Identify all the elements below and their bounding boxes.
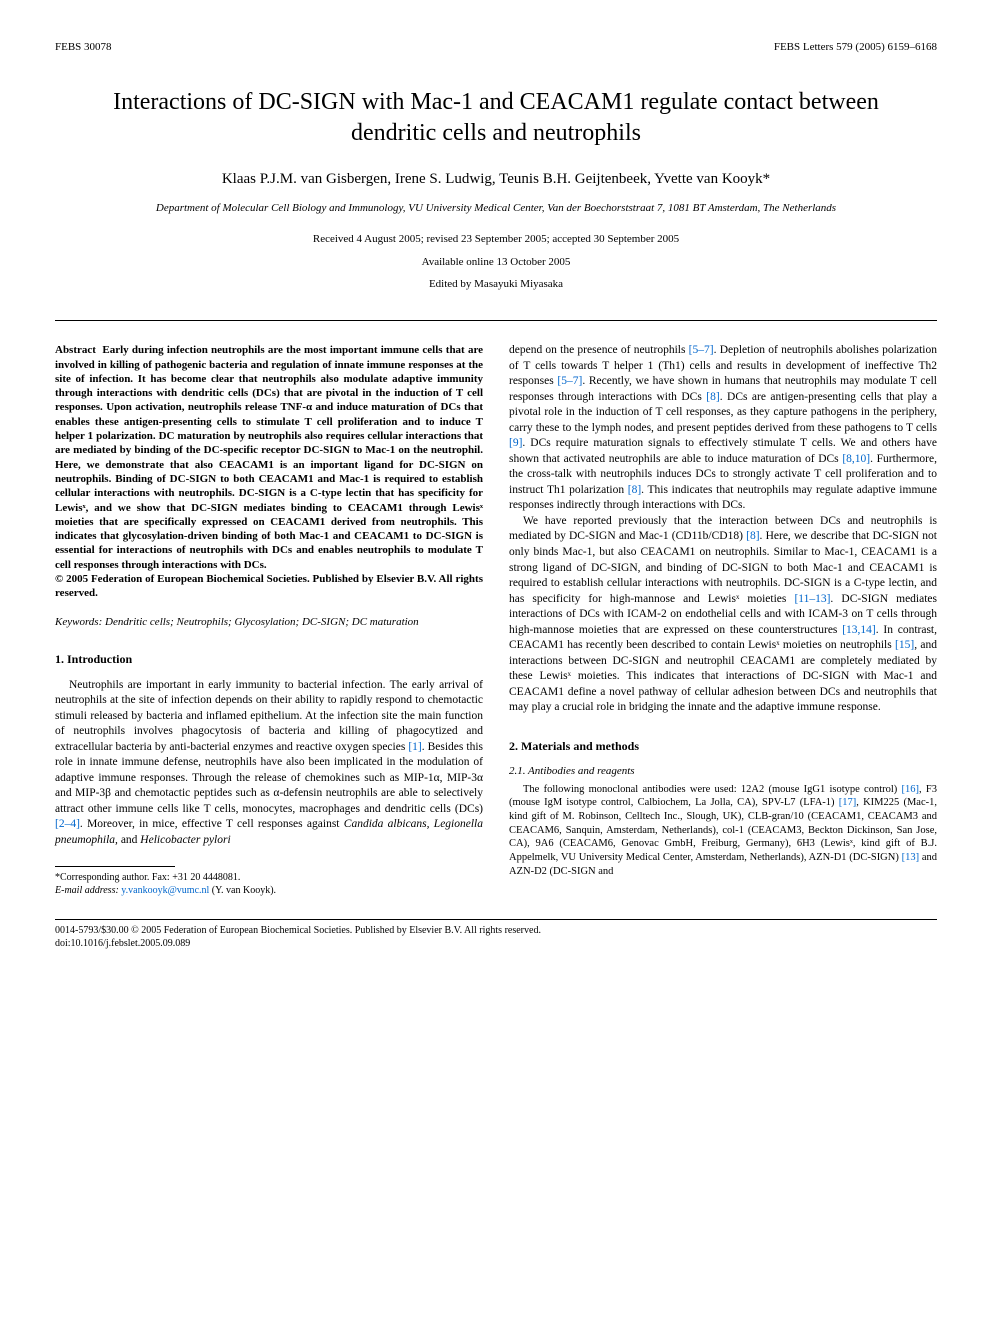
keywords-block: Keywords: Dendritic cells; Neutrophils; … bbox=[55, 615, 483, 630]
ref-link[interactable]: [15] bbox=[895, 639, 914, 651]
ref-link[interactable]: [2–4] bbox=[55, 818, 80, 830]
header-left: FEBS 30078 bbox=[55, 40, 112, 55]
footnote-separator bbox=[55, 866, 175, 867]
authors: Klaas P.J.M. van Gisbergen, Irene S. Lud… bbox=[55, 169, 937, 189]
received-dates: Received 4 August 2005; revised 23 Septe… bbox=[55, 232, 937, 247]
ref-link[interactable]: [8] bbox=[628, 484, 641, 496]
keywords-label: Keywords: bbox=[55, 616, 102, 628]
affiliation: Department of Molecular Cell Biology and… bbox=[55, 201, 937, 215]
abstract-text: Early during infection neutrophils are t… bbox=[55, 344, 483, 570]
ref-link[interactable]: [8] bbox=[746, 530, 759, 542]
available-online: Available online 13 October 2005 bbox=[55, 255, 937, 270]
intro-para2: We have reported previously that the int… bbox=[509, 514, 937, 716]
running-header: FEBS 30078 FEBS Letters 579 (2005) 6159–… bbox=[55, 40, 937, 55]
abstract-copyright: © 2005 Federation of European Biochemica… bbox=[55, 573, 483, 599]
header-right: FEBS Letters 579 (2005) 6159–6168 bbox=[774, 40, 937, 55]
intro-para1: Neutrophils are important in early immun… bbox=[55, 678, 483, 849]
subsection-2-1-heading: 2.1. Antibodies and reagents bbox=[509, 764, 937, 779]
abstract-block: Abstract Early during infection neutroph… bbox=[55, 343, 483, 600]
footer-divider bbox=[55, 919, 937, 920]
intro-continued: depend on the presence of neutrophils [5… bbox=[509, 343, 937, 514]
ref-link[interactable]: [13,14] bbox=[842, 624, 876, 636]
divider bbox=[55, 320, 937, 321]
footer-copyright: 0014-5793/$30.00 © 2005 Federation of Eu… bbox=[55, 924, 937, 937]
section1-heading: 1. Introduction bbox=[55, 651, 483, 667]
ref-link[interactable]: [5–7] bbox=[557, 375, 582, 387]
methods-para1: The following monoclonal antibodies were… bbox=[509, 783, 937, 878]
ref-link[interactable]: [17] bbox=[839, 797, 857, 808]
section2-heading: 2. Materials and methods bbox=[509, 738, 937, 754]
ref-link[interactable]: [9] bbox=[509, 437, 522, 449]
email-link[interactable]: y.vankooyk@vumc.nl bbox=[121, 885, 209, 896]
ref-link[interactable]: [5–7] bbox=[689, 344, 714, 356]
ref-link[interactable]: [11–13] bbox=[794, 593, 830, 605]
footer-doi: doi:10.1016/j.febslet.2005.09.089 bbox=[55, 937, 937, 950]
right-column: depend on the presence of neutrophils [5… bbox=[509, 343, 937, 897]
keywords-text: Dendritic cells; Neutrophils; Glycosylat… bbox=[105, 616, 419, 628]
ref-link[interactable]: [1] bbox=[408, 741, 421, 753]
abstract-label: Abstract bbox=[55, 344, 96, 356]
two-column-layout: Abstract Early during infection neutroph… bbox=[55, 343, 937, 897]
ref-link[interactable]: [13] bbox=[902, 852, 920, 863]
ref-link[interactable]: [8,10] bbox=[842, 453, 870, 465]
ref-link[interactable]: [8] bbox=[706, 391, 719, 403]
corresponding-author: *Corresponding author. Fax: +31 20 44480… bbox=[55, 871, 483, 897]
ref-link[interactable]: [16] bbox=[902, 784, 920, 795]
editor-line: Edited by Masayuki Miyasaka bbox=[55, 277, 937, 292]
article-title: Interactions of DC-SIGN with Mac-1 and C… bbox=[95, 87, 897, 149]
left-column: Abstract Early during infection neutroph… bbox=[55, 343, 483, 897]
